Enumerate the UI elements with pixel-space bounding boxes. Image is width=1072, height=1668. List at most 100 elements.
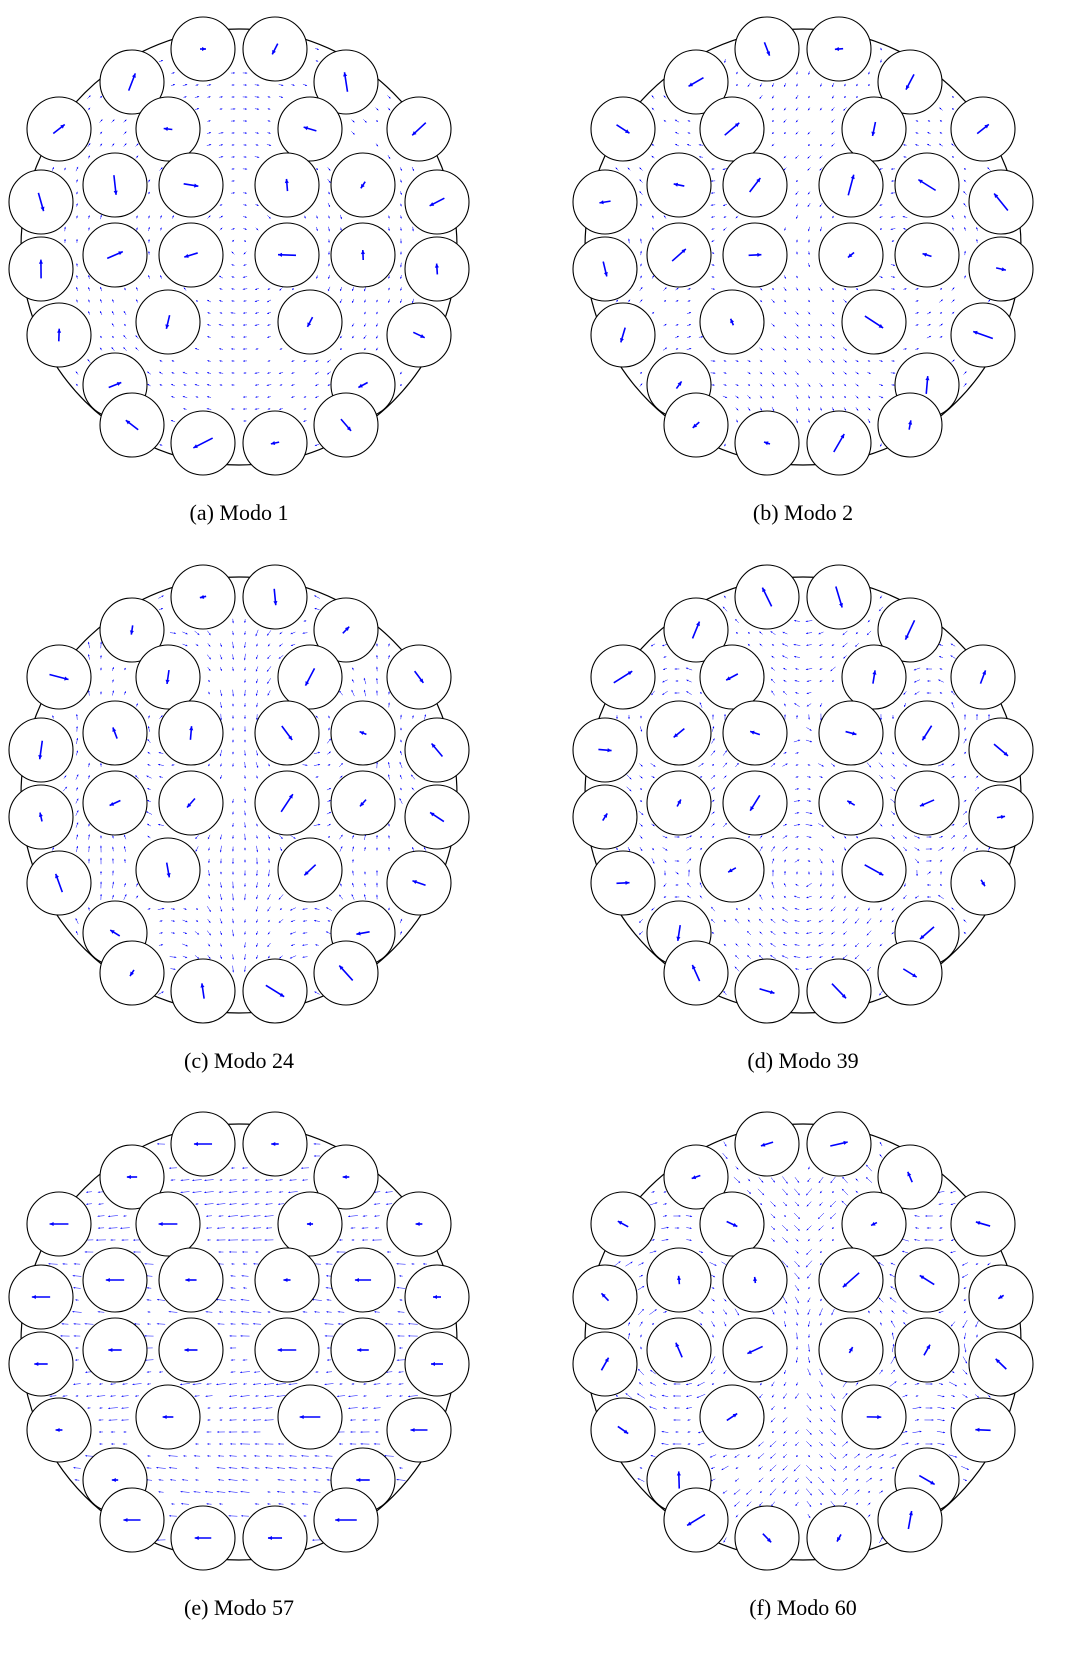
field-arrow-head: [376, 108, 379, 111]
field-arrow-head: [762, 1193, 765, 1196]
rod-arrow-head: [878, 871, 884, 876]
field-arrow-head: [950, 643, 953, 646]
field-arrow-head: [206, 1215, 208, 1218]
field-arrow-head: [808, 324, 811, 327]
field-arrow-head: [891, 908, 894, 911]
field-arrow-head: [845, 1466, 848, 1469]
field-arrow-head: [76, 383, 78, 386]
field-arrow-head: [195, 1467, 198, 1469]
field-arrow-head: [328, 216, 330, 219]
field-arrow-head: [771, 690, 774, 693]
field-arrow-head: [316, 168, 319, 171]
rod-arrow-head: [852, 731, 857, 736]
field-arrow-head: [194, 383, 197, 386]
field-arrow-head: [832, 96, 834, 99]
field-arrow-head: [336, 1395, 339, 1398]
field-arrow-head: [844, 1478, 847, 1481]
field-arrow-head: [316, 229, 318, 232]
rod-arrow-head: [31, 1294, 36, 1300]
field-arrow-head: [99, 1383, 102, 1385]
field-arrow-head: [208, 920, 211, 923]
field-arrow-head: [760, 835, 763, 838]
field-arrow-head: [399, 1275, 402, 1277]
field-arrow-head: [689, 1239, 692, 1242]
field-arrow-head: [738, 1180, 741, 1183]
field-arrow-head: [784, 870, 786, 873]
field-arrow-head: [88, 215, 90, 218]
rod-arrow-head: [193, 444, 198, 448]
field-arrow-head: [348, 1395, 351, 1398]
field-arrow-head: [807, 1179, 810, 1182]
field-arrow-head: [388, 156, 391, 159]
field-arrow-head: [73, 1383, 76, 1386]
field-arrow-head: [785, 1181, 788, 1184]
field-arrow-head: [914, 1214, 917, 1217]
field-arrow-head: [206, 396, 209, 398]
field-arrow-head: [880, 384, 883, 386]
field-arrow-head: [303, 1515, 306, 1517]
field-arrow-head: [808, 396, 810, 399]
field-arrow-head: [374, 1419, 377, 1421]
field-arrow-head: [795, 1360, 798, 1363]
field-arrow-head: [183, 1455, 186, 1457]
field-arrow-head: [795, 1431, 798, 1434]
field-arrow-head: [267, 1311, 270, 1313]
field-arrow-head: [204, 1191, 207, 1194]
field-arrow-head: [123, 846, 126, 849]
field-arrow-head: [161, 991, 164, 994]
field-arrow-head: [303, 360, 306, 362]
field-arrow-head: [244, 84, 247, 86]
field-arrow-head: [783, 120, 786, 123]
field-arrow-head: [147, 788, 150, 790]
field-arrow-head: [771, 655, 774, 658]
field-arrow-head: [950, 655, 953, 658]
field-arrow-head: [640, 263, 642, 266]
field-arrow-head: [809, 1493, 812, 1496]
field-arrow-head: [339, 336, 342, 339]
rod-arrow-head: [165, 679, 170, 684]
field-arrow-head: [76, 822, 79, 825]
field-arrow-head: [228, 1478, 231, 1481]
field-arrow-head: [232, 621, 234, 624]
field-arrow-head: [818, 920, 821, 923]
field-arrow-head: [76, 726, 78, 729]
field-arrow-head: [639, 191, 642, 194]
field-arrow-head: [123, 347, 126, 350]
field-arrow-head: [174, 632, 177, 635]
field-arrow-head: [951, 690, 954, 693]
field-arrow-head: [400, 918, 403, 921]
field-arrow-head: [723, 991, 726, 993]
field-arrow-head: [220, 764, 222, 767]
field-arrow-head: [351, 689, 354, 692]
rod-arrow-head: [624, 129, 630, 134]
field-arrow-head: [782, 1420, 785, 1423]
field-arrow-head: [709, 1455, 712, 1458]
field-arrow-head: [60, 1335, 63, 1337]
field-arrow-head: [793, 955, 796, 958]
field-arrow-head: [386, 1251, 389, 1253]
field-arrow-head: [893, 276, 896, 278]
field-arrow-head: [796, 252, 798, 255]
field-arrow-head: [183, 287, 186, 290]
field-arrow-head: [965, 811, 967, 814]
field-arrow-head: [965, 1372, 968, 1375]
field-arrow-head: [184, 932, 187, 934]
field-arrow-head: [397, 1310, 400, 1313]
rod-arrow-head: [109, 801, 115, 806]
field-arrow-head: [266, 384, 269, 387]
field-arrow-head: [844, 348, 847, 351]
field-arrow-head: [760, 384, 763, 387]
field-arrow-head: [363, 289, 366, 292]
field-arrow-head: [651, 1323, 654, 1325]
field-arrow-head: [76, 931, 78, 934]
field-arrow-head: [746, 1504, 749, 1507]
field-arrow-head: [651, 908, 654, 911]
field-arrow-head: [76, 203, 78, 206]
field-arrow-head: [267, 874, 270, 877]
field-arrow-head: [950, 1191, 953, 1194]
field-arrow-head: [123, 311, 126, 314]
field-arrow-head: [796, 240, 798, 243]
field-arrow-head: [736, 1167, 739, 1170]
field-arrow-head: [975, 847, 978, 850]
field-arrow-head: [734, 1504, 737, 1507]
